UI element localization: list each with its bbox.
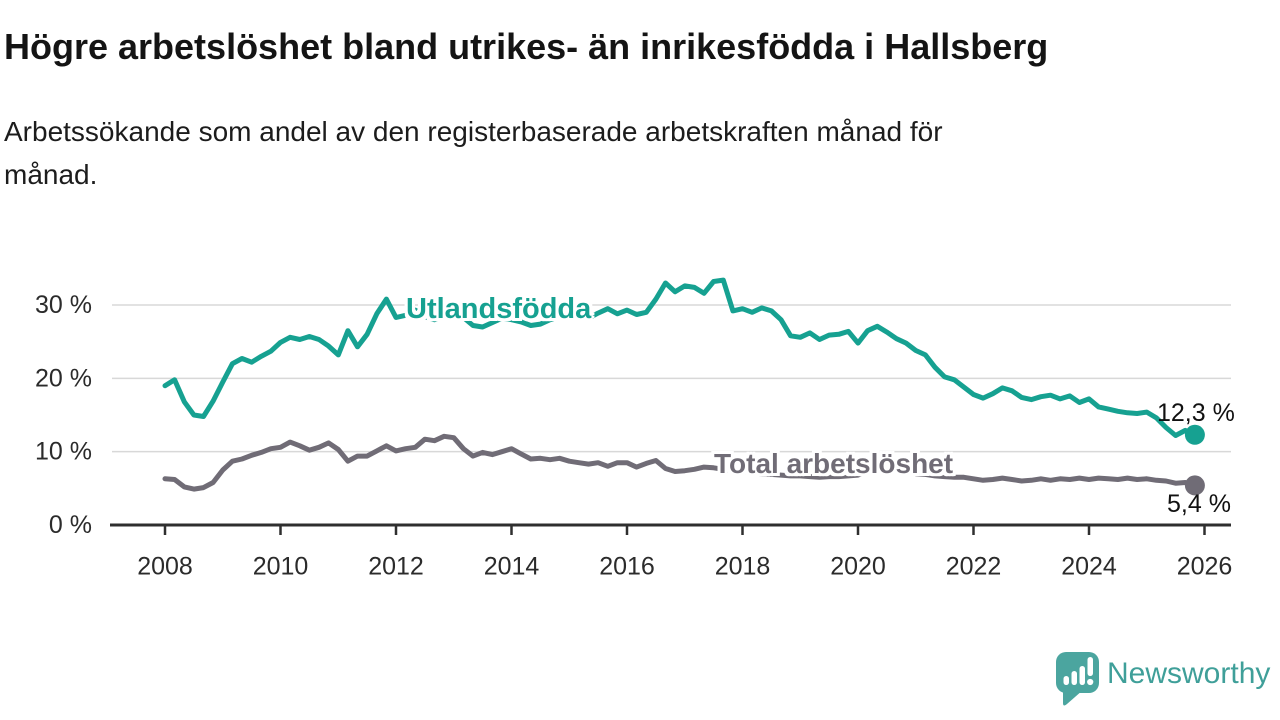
x-tick-label-2026: 2026 xyxy=(1177,553,1233,581)
x-tick-label-2016: 2016 xyxy=(599,553,655,581)
y-tick-label-30: 30 % xyxy=(35,291,92,319)
x-tick-label-2010: 2010 xyxy=(253,553,309,581)
newsworthy-logo xyxy=(1056,652,1099,706)
y-tick-label-0: 0 % xyxy=(49,511,92,539)
end-value-label-utlandsfodda: 12,3 % xyxy=(1157,399,1235,427)
x-tick-label-2012: 2012 xyxy=(368,553,424,581)
y-tick-label-20: 20 % xyxy=(35,364,92,392)
series-label-total-arbetsloshet: Total arbetslöshet xyxy=(714,448,954,479)
page-subtitle: Arbetssökande som andel av den registerb… xyxy=(4,116,943,191)
series-label-utlandsfodda: Utlandsfödda xyxy=(406,293,592,325)
series-line-utlandsfodda xyxy=(162,277,1198,438)
x-tick-label-2008: 2008 xyxy=(137,553,193,581)
speech-bubble-chart-icon xyxy=(1056,652,1099,706)
newsworthy-brand-text: Newsworthy xyxy=(1107,657,1271,690)
x-tick-label-2018: 2018 xyxy=(715,553,771,581)
y-tick-label-10: 10 % xyxy=(35,438,92,466)
x-tick-label-2024: 2024 xyxy=(1061,553,1117,581)
x-tick-label-2022: 2022 xyxy=(946,553,1002,581)
page-title: Högre arbetslöshet bland utrikes- än inr… xyxy=(4,26,1049,67)
x-tick-label-2014: 2014 xyxy=(484,553,540,581)
x-tick-label-2020: 2020 xyxy=(830,553,886,581)
end-value-label-total: 5,4 % xyxy=(1167,490,1231,518)
end-dot-utlandsfodda xyxy=(1184,424,1205,445)
series-line-total xyxy=(162,433,1198,492)
end-dot-total xyxy=(1184,475,1205,496)
